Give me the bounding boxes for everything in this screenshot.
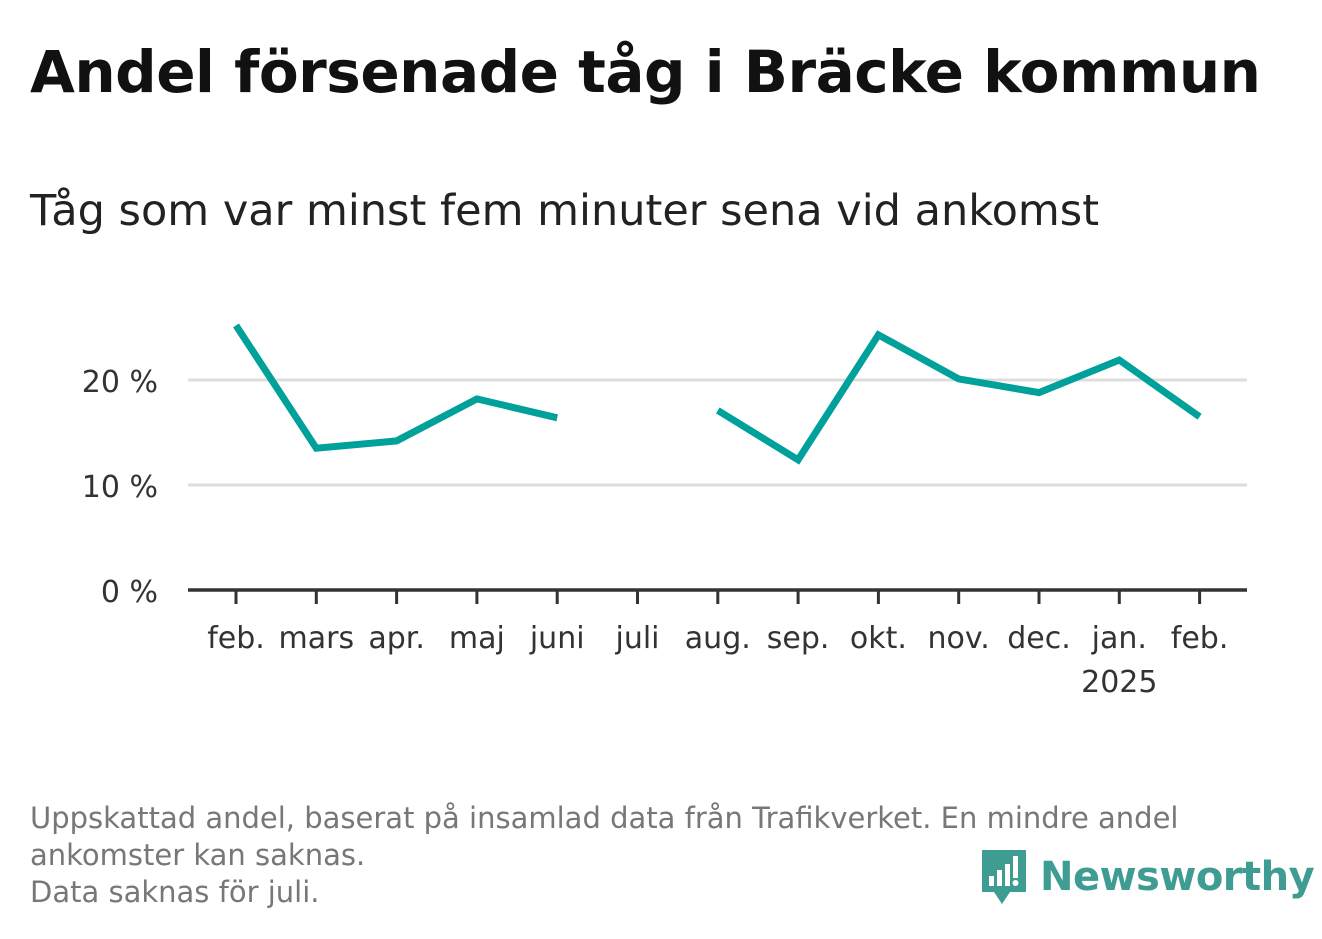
footnote-line: Data saknas för juli.	[30, 875, 320, 909]
line-chart: 0 % 10 % 20 % feb. mars apr. maj juni juli aug. se…	[82, 323, 1247, 700]
x-tick-label: sep.	[767, 621, 830, 656]
logo-text: Newsworthy	[1040, 854, 1315, 900]
x-tick-label: feb.	[1171, 621, 1229, 656]
x-tick-label: dec.	[1007, 621, 1071, 656]
footnote: Uppskattad andel, baserat på insamlad da…	[30, 800, 1290, 911]
chart-title: Andel försenade tåg i Bräcke kommun	[30, 38, 1261, 106]
x-tick-label: aug.	[685, 621, 751, 656]
newsworthy-logo-icon	[982, 850, 1026, 904]
y-tick-label: 0 %	[101, 575, 158, 610]
x-year-label: 2025	[1081, 665, 1157, 700]
x-tick-label: jan.	[1091, 621, 1147, 656]
chart-subtitle: Tåg som var minst fem minuter sena vid a…	[30, 186, 1100, 236]
x-tick-label: nov.	[928, 621, 990, 656]
x-tick-label: okt.	[850, 621, 907, 656]
series-line	[233, 323, 559, 452]
x-tick-label: apr.	[368, 621, 425, 656]
y-tick-label: 10 %	[82, 470, 158, 505]
x-tick-label: juli	[614, 621, 659, 656]
x-tick-label: feb.	[207, 621, 265, 656]
y-tick-label: 20 %	[82, 365, 158, 400]
footnote-line: ankomster kan saknas.	[30, 838, 366, 872]
x-tick-label: maj	[449, 621, 505, 656]
footnote-line: Uppskattad andel, baserat på insamlad da…	[30, 801, 1179, 835]
series-line	[715, 330, 1202, 465]
x-tick-label: juni	[529, 621, 585, 656]
x-tick-label: mars	[279, 621, 355, 656]
newsworthy-logo: Newsworthy	[980, 848, 1315, 906]
